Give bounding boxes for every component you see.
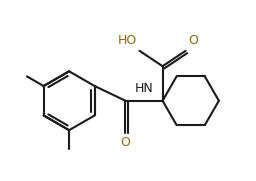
Text: O: O	[188, 35, 198, 47]
Text: HN: HN	[135, 82, 153, 95]
Text: O: O	[121, 136, 130, 149]
Text: HO: HO	[118, 35, 137, 47]
